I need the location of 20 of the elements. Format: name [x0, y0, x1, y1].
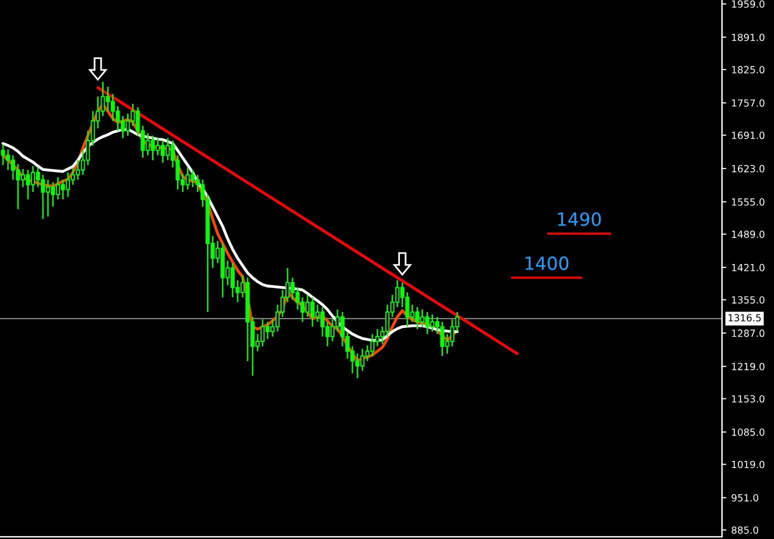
- y-tick-label: 1287.0: [732, 330, 764, 337]
- y-tick-label: 1489.0: [732, 230, 764, 238]
- y-tick-label: 1757.0: [732, 99, 764, 107]
- ref-line-label: 1316.5: [728, 314, 761, 322]
- y-tick-label: 1153.0: [732, 395, 764, 403]
- y-tick-label: 1891.0: [732, 34, 764, 42]
- y-tick-label: 1555.0: [732, 198, 764, 206]
- y-tick-label: 885.0: [732, 526, 758, 534]
- y-tick-label: 1355.0: [732, 296, 764, 304]
- y-tick-label: 1085.0: [732, 428, 764, 436]
- y-tick-label: 1691.0: [732, 132, 764, 140]
- y-tick-label: 1219.0: [732, 362, 764, 370]
- ref-line-label: 1490: [558, 212, 601, 226]
- y-tick-label: 1623.0: [732, 164, 764, 172]
- ref-line-label: 1400: [526, 256, 568, 270]
- y-tick-label: 1959.0: [732, 0, 764, 8]
- y-tick-label: 951.0: [732, 494, 758, 502]
- y-tick-label: 1019.0: [732, 460, 764, 468]
- y-tick-label: 1825.0: [732, 66, 764, 74]
- y-tick-label: 1421.0: [732, 264, 764, 272]
